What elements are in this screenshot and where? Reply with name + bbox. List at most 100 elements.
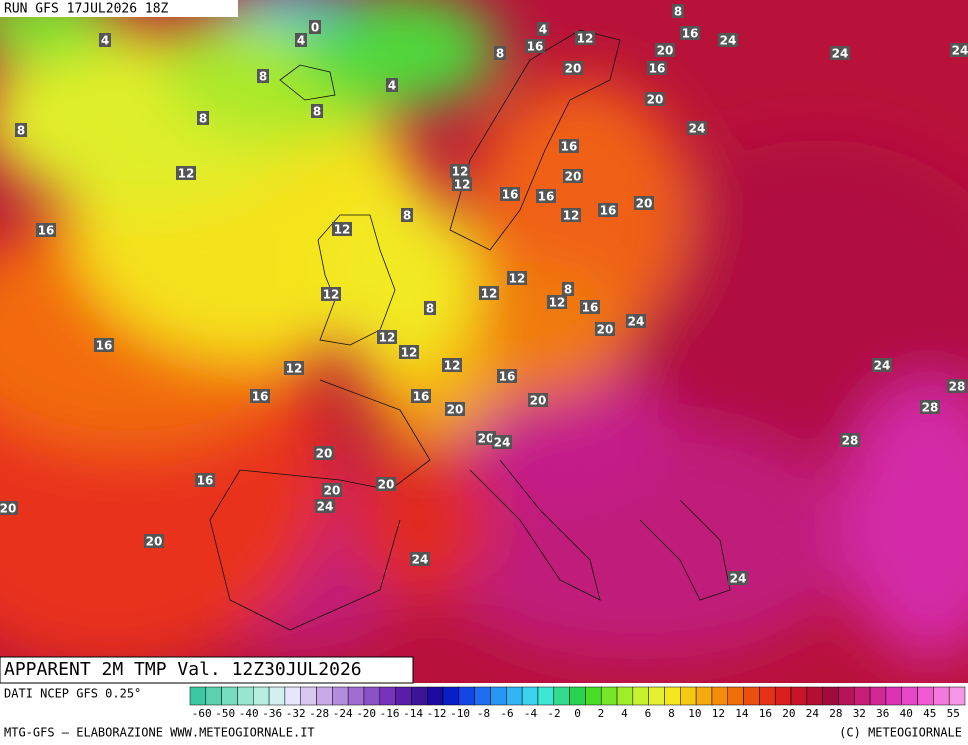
- contour-label-box: [424, 301, 436, 315]
- contour-label: 12: [444, 359, 461, 373]
- contour-label: 12: [401, 346, 418, 360]
- contour-label-box: [680, 26, 700, 40]
- legend-tick-label: -6: [500, 707, 513, 720]
- contour-label-box: [672, 4, 684, 18]
- legend-tick-label: 4: [621, 707, 628, 720]
- legend-tick-label: 28: [829, 707, 842, 720]
- legend-tick-label: 8: [668, 707, 675, 720]
- contour-label: 24: [874, 359, 891, 373]
- legend-swatch: [806, 686, 823, 706]
- legend-swatch: [395, 686, 412, 706]
- contour-label-box: [442, 358, 462, 372]
- legend-swatch: [869, 686, 887, 706]
- contour-label: 20: [530, 394, 547, 408]
- contour-label: 24: [952, 44, 968, 58]
- legend-swatch: [822, 686, 839, 706]
- legend-tick-label: -20: [356, 707, 376, 720]
- legend-swatch: [664, 686, 681, 706]
- contour-label-box: [647, 61, 667, 75]
- legend-swatch: [189, 686, 207, 706]
- contour-label: 20: [0, 502, 16, 516]
- contour-label-box: [561, 208, 581, 222]
- legend-swatch: [363, 686, 381, 706]
- contour-label: 12: [452, 165, 469, 179]
- contour-label: 20: [657, 44, 674, 58]
- contour-label: 16: [197, 474, 214, 488]
- legend-swatch: [743, 686, 760, 706]
- contour-label-box: [401, 208, 413, 222]
- contour-label-box: [528, 393, 548, 407]
- contour-label-box: [525, 39, 545, 53]
- contour-label-box: [311, 104, 323, 118]
- contour-label-box: [595, 322, 615, 336]
- legend-swatch: [695, 686, 713, 706]
- contour-label-box: [950, 43, 968, 57]
- legend-swatch: [790, 686, 808, 706]
- contour-label: 20: [636, 197, 653, 211]
- legend-swatch: [332, 686, 349, 706]
- run-label: RUN GFS 17JUL2026 18Z: [4, 2, 169, 17]
- legend-swatch: [774, 686, 792, 706]
- legend-swatch: [648, 686, 665, 706]
- legend-swatch: [711, 686, 729, 706]
- contour-label: 16: [600, 204, 617, 218]
- contour-label: 20: [146, 535, 163, 549]
- legend-swatch: [426, 686, 444, 706]
- contour-label: 4: [539, 23, 547, 37]
- contour-label-box: [947, 379, 967, 393]
- contour-label: 16: [413, 390, 430, 404]
- contour-label: 20: [447, 403, 464, 417]
- legend-tick-label: 36: [876, 707, 889, 720]
- contour-label-box: [562, 282, 574, 296]
- contour-label-box: [872, 358, 892, 372]
- source-label: DATI NCEP GFS 0.25°: [4, 687, 141, 701]
- contour-label: 24: [494, 436, 511, 450]
- contour-label-box: [655, 43, 675, 57]
- contour-label-box: [411, 389, 431, 403]
- contour-label-box: [476, 431, 496, 445]
- contour-label: 20: [565, 170, 582, 184]
- contour-label: 16: [527, 40, 544, 54]
- contour-label: 8: [199, 112, 207, 126]
- contour-label-box: [36, 223, 56, 237]
- contour-label-box: [920, 400, 940, 414]
- contour-label-box: [547, 295, 567, 309]
- legend-tick-label: -14: [403, 707, 423, 720]
- contour-label: 20: [565, 62, 582, 76]
- legend-tick-label: 6: [645, 707, 652, 720]
- contour-label-box: [284, 361, 304, 375]
- footer-right: (C) METEOGIORNALE: [839, 726, 962, 740]
- legend-tick-label: -36: [262, 707, 282, 720]
- contour-label-box: [575, 31, 595, 45]
- contour-label: 12: [563, 209, 580, 223]
- legend-tick-label: 16: [759, 707, 772, 720]
- legend-tick-label: -60: [192, 707, 212, 720]
- contour-label-box: [322, 483, 342, 497]
- contour-label: 12: [454, 178, 471, 192]
- contour-label: 24: [317, 500, 334, 514]
- legend-swatch: [253, 686, 270, 706]
- contour-label: 20: [597, 323, 614, 337]
- contour-label: 24: [720, 34, 737, 48]
- contour-label-box: [321, 287, 341, 301]
- contour-label-box: [840, 433, 860, 447]
- contour-label: 12: [481, 287, 498, 301]
- contour-label: 24: [730, 572, 747, 586]
- contour-label-box: [830, 46, 850, 60]
- legend-tick-label: 55: [947, 707, 960, 720]
- legend-tick-label: 24: [806, 707, 820, 720]
- legend: -60 -50 -40 -36 -32 -28 -24 -20 -16 -14 -12 -10 -8 -6…: [189, 686, 966, 720]
- contour-label: 28: [842, 434, 859, 448]
- contour-label-box: [492, 435, 512, 449]
- contour-label-box: [494, 46, 506, 60]
- legend-swatch: [379, 686, 396, 706]
- legend-tick-label: 0: [574, 707, 581, 720]
- legend-swatch: [221, 686, 238, 706]
- contour-label: 8: [17, 124, 25, 138]
- legend-swatch: [442, 686, 460, 706]
- contour-label-box: [15, 123, 27, 137]
- legend-swatch: [205, 686, 222, 706]
- legend-tick-label: -16: [380, 707, 400, 720]
- legend-swatch: [901, 686, 918, 706]
- contour-label-box: [309, 20, 321, 34]
